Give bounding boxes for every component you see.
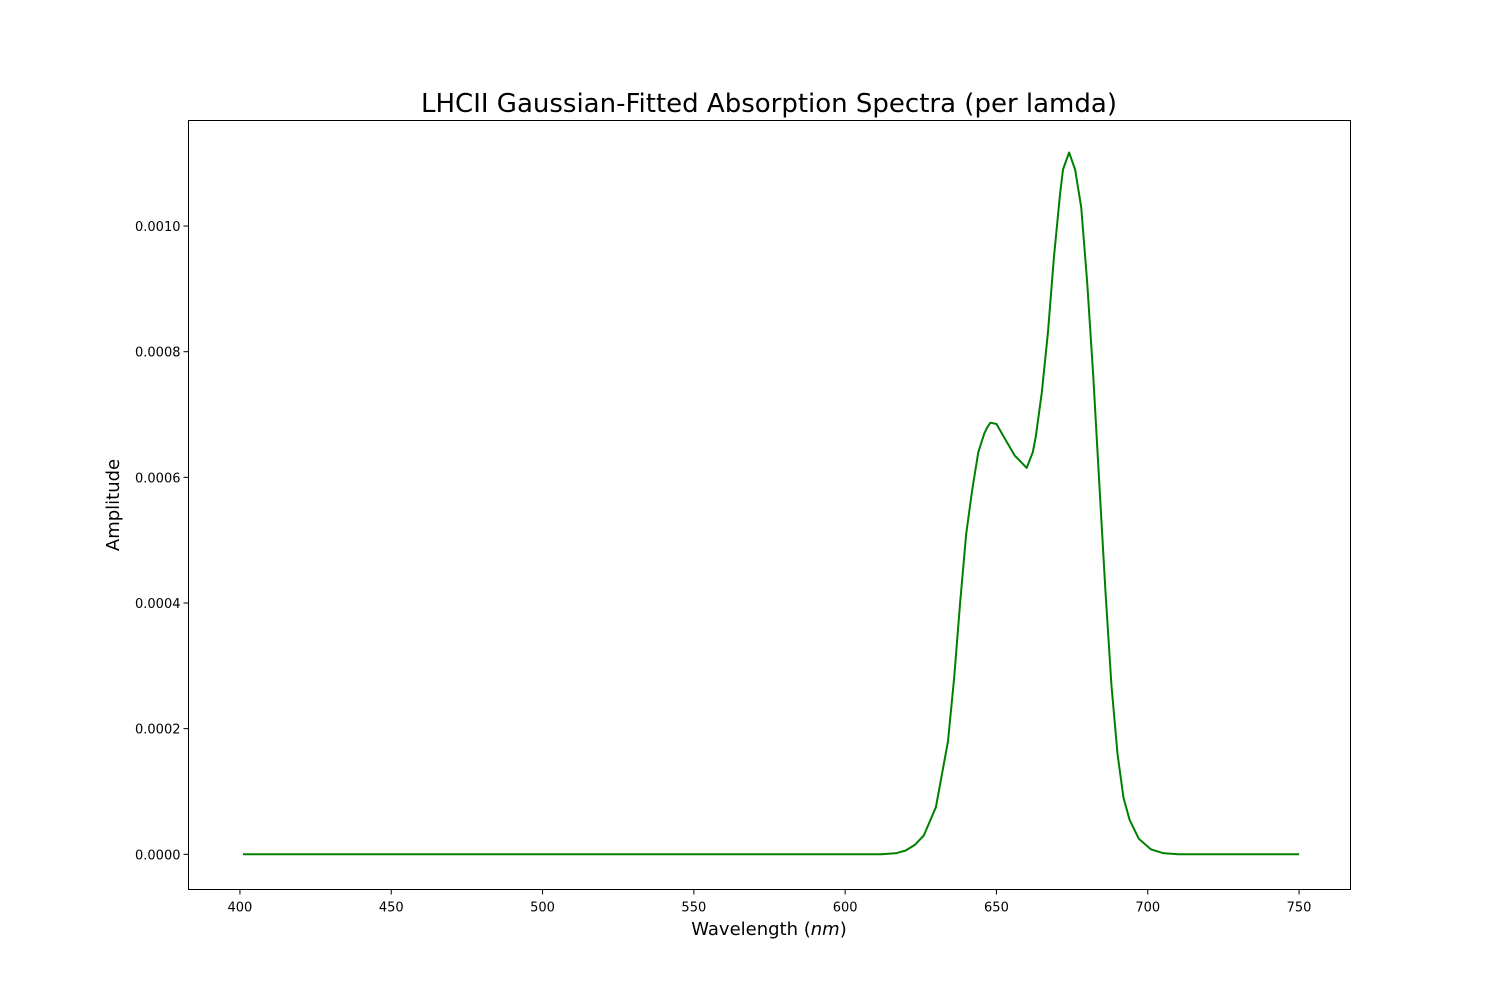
plot-area	[243, 151, 1300, 856]
x-tick-label: 600	[833, 901, 858, 916]
x-axis: 400 450 500 550 600 650 700 750	[228, 889, 1312, 916]
y-tick-label: 0.0000	[135, 848, 181, 863]
y-axis-title: Amplitude	[103, 459, 124, 551]
y-tick-label: 0.0010	[135, 220, 181, 235]
y-tick-label: 0.0004	[135, 597, 181, 612]
series-line-absorption	[243, 151, 1300, 856]
x-tick-label: 650	[984, 901, 1009, 916]
plot-frame	[188, 120, 1351, 890]
x-axis-title: Wavelength (nm)	[691, 919, 847, 940]
y-tick-label: 0.0002	[135, 723, 181, 738]
x-tick-label: 550	[681, 901, 706, 916]
y-axis: 0.0000 0.0002 0.0004 0.0006 0.0008 0.0010	[135, 220, 189, 863]
y-tick-label: 0.0008	[135, 346, 181, 361]
y-tick-label: 0.0006	[135, 471, 181, 486]
x-tick-label: 500	[530, 901, 555, 916]
x-tick-label: 400	[228, 901, 253, 916]
x-tick-label: 700	[1135, 901, 1160, 916]
x-tick-label: 450	[379, 901, 404, 916]
chart-title: LHCII Gaussian-Fitted Absorption Spectra…	[421, 89, 1117, 119]
x-tick-label: 750	[1287, 901, 1312, 916]
